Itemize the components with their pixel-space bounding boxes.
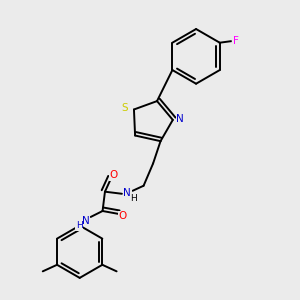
Text: N: N xyxy=(123,188,131,198)
Text: F: F xyxy=(233,36,239,46)
Text: O: O xyxy=(118,212,127,221)
Text: O: O xyxy=(110,170,118,180)
Text: H: H xyxy=(76,221,82,230)
Text: N: N xyxy=(82,215,89,226)
Text: H: H xyxy=(130,194,137,203)
Text: N: N xyxy=(176,114,184,124)
Text: S: S xyxy=(122,103,128,113)
